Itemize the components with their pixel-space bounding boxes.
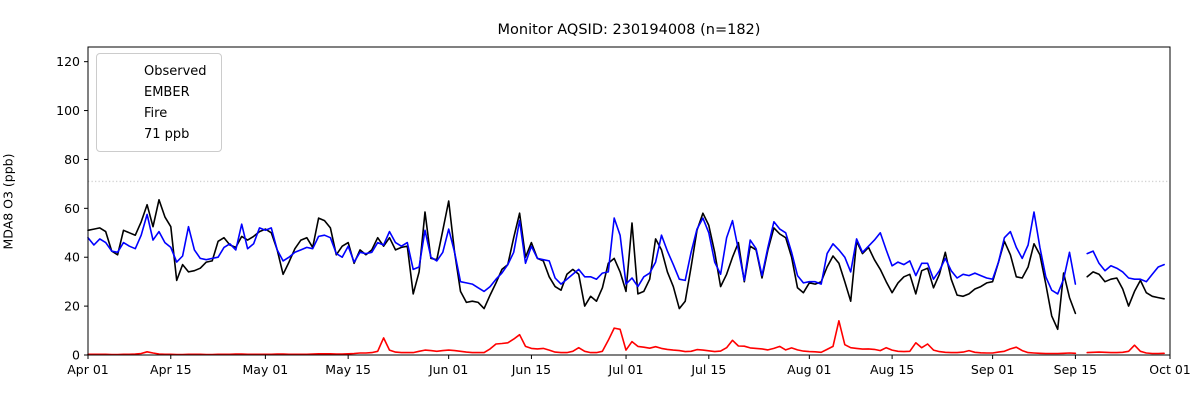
legend: Observed EMBER Fire 71 ppb — [96, 53, 222, 152]
legend-item-threshold: 71 ppb — [105, 124, 213, 145]
legend-item-ember: EMBER — [105, 82, 213, 103]
legend-label: 71 ppb — [144, 127, 190, 142]
x-tick-label: Jul 01 — [608, 362, 644, 377]
y-tick-label: 120 — [56, 54, 80, 69]
x-tick-label: Aug 15 — [870, 362, 914, 377]
y-tick-label: 40 — [64, 250, 80, 265]
legend-item-observed: Observed — [105, 61, 213, 82]
y-tick-label: 60 — [64, 201, 80, 216]
y-tick-label: 100 — [56, 103, 80, 118]
x-tick-label: Jul 15 — [690, 362, 726, 377]
x-tick-label: Apr 15 — [150, 362, 192, 377]
x-tick-label: Apr 01 — [67, 362, 109, 377]
x-tick-label: May 01 — [243, 362, 289, 377]
legend-item-fire: Fire — [105, 103, 213, 124]
y-tick-label: 80 — [64, 152, 80, 167]
y-axis-label: MDA8 O3 (ppb) — [0, 153, 16, 250]
y-tick-label: 0 — [72, 348, 80, 363]
legend-label: Fire — [144, 106, 168, 121]
x-tick-label: Sep 01 — [971, 362, 1014, 377]
x-tick-label: May 15 — [325, 362, 371, 377]
series-line-fire — [87, 320, 1165, 356]
x-tick-label: Jun 01 — [428, 362, 468, 377]
x-tick-label: Aug 01 — [787, 362, 831, 377]
legend-label: Observed — [144, 64, 207, 79]
x-tick-label: Sep 15 — [1054, 362, 1097, 377]
chart-title: Monitor AQSID: 230194008 (n=182) — [497, 22, 761, 38]
legend-label: EMBER — [144, 85, 190, 100]
x-tick-label: Oct 01 — [1149, 362, 1191, 377]
series-line-observed — [87, 199, 1165, 331]
plot-border — [87, 46, 1171, 356]
y-tick-label: 20 — [64, 299, 80, 314]
series-line-ember — [87, 211, 1165, 295]
x-tick-label: Jun 15 — [511, 362, 551, 377]
